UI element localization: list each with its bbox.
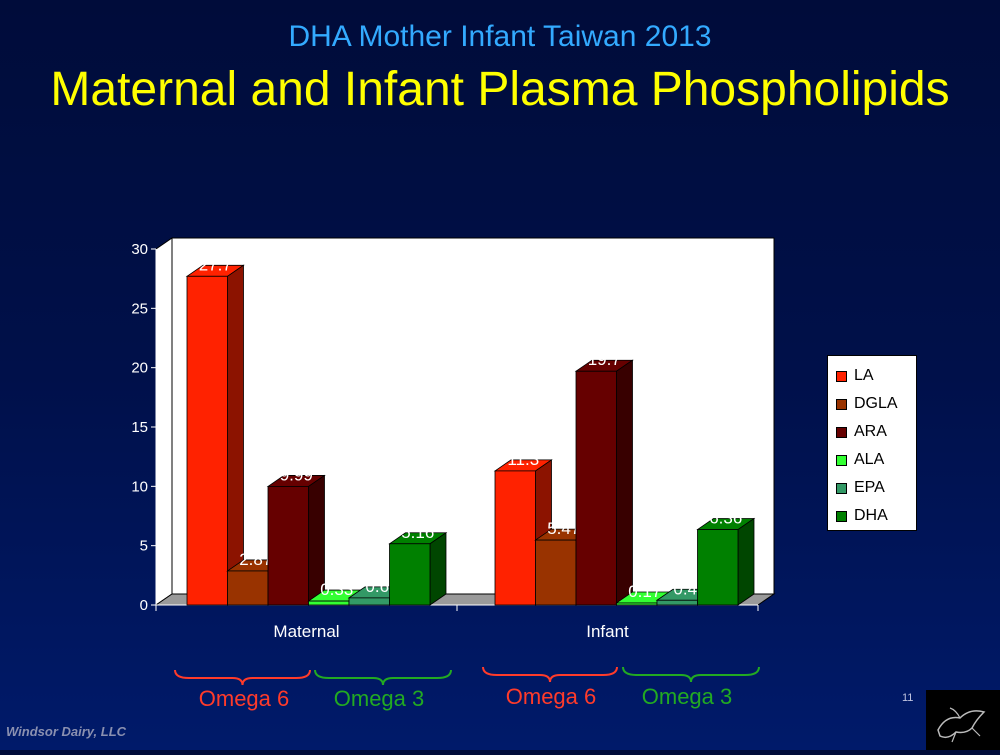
legend-item-epa: EPA xyxy=(836,474,916,502)
data-label: 19.7 xyxy=(588,350,621,369)
y-tick-label: 5 xyxy=(140,538,148,555)
bar-ara-infant xyxy=(575,370,617,606)
slide-subtitle: DHA Mother Infant Taiwan 2013 xyxy=(288,20,712,53)
legend-swatch xyxy=(836,426,847,438)
bar-dgla-infant xyxy=(535,539,577,606)
y-tick-label: 15 xyxy=(131,419,148,436)
legend-item-dgla: DGLA xyxy=(836,390,916,418)
chart-legend: LA DGLA ARA ALA EPA DHA xyxy=(827,355,917,531)
data-label: 5.47 xyxy=(547,519,580,538)
legend-label: DHA xyxy=(854,507,888,524)
y-tick-label: 30 xyxy=(131,241,148,258)
brace-label-infant-omega6: Omega 6 xyxy=(505,684,597,709)
bar-ara-maternal xyxy=(267,486,309,606)
y-tick-label: 25 xyxy=(131,300,148,317)
horse-logo-icon xyxy=(937,707,986,743)
bar-dha-infant xyxy=(697,529,739,606)
bar-dha-maternal xyxy=(389,543,431,606)
x-category-label: Maternal xyxy=(273,622,339,641)
company-footer: Windsor Dairy, LLC xyxy=(6,724,127,739)
group-brace xyxy=(622,666,760,683)
data-label: 5.16 xyxy=(401,523,434,542)
bar-la-infant xyxy=(494,470,536,606)
data-label: 0.4 xyxy=(673,579,697,598)
legend-swatch xyxy=(836,370,847,382)
logo-image xyxy=(926,690,1000,750)
bar-dgla-maternal xyxy=(227,570,269,606)
data-label: 6.36 xyxy=(709,509,742,528)
legend-label: DGLA xyxy=(854,395,898,412)
legend-label: ARA xyxy=(854,423,887,440)
x-category-label: Infant xyxy=(586,622,629,641)
legend-label: ALA xyxy=(854,451,885,468)
legend-item-dha: DHA xyxy=(836,502,916,530)
data-label: 0.6 xyxy=(365,577,389,596)
y-tick-label: 10 xyxy=(131,478,148,495)
legend-label: EPA xyxy=(854,479,885,496)
legend-label: LA xyxy=(854,367,874,384)
bar-la-maternal xyxy=(186,275,228,606)
legend-swatch xyxy=(836,454,847,466)
y-tick-label: 20 xyxy=(131,360,148,377)
y-tick-label: 0 xyxy=(140,597,148,614)
legend-item-ala: ALA xyxy=(836,446,916,474)
page-number: 11 xyxy=(902,692,914,704)
legend-swatch xyxy=(836,398,847,410)
legend-item-la: LA xyxy=(836,362,916,390)
data-label: 2.87 xyxy=(239,550,272,569)
slide-title: Maternal and Infant Plasma Phospholipids xyxy=(50,63,950,116)
group-brace xyxy=(482,666,618,683)
data-label: 0.17 xyxy=(628,582,661,601)
legend-swatch xyxy=(836,482,847,494)
data-label: 11.3 xyxy=(507,450,539,469)
group-brace xyxy=(314,669,452,686)
brace-label-infant-omega3: Omega 3 xyxy=(641,684,733,709)
data-label: 9.99 xyxy=(280,465,313,484)
brace-label-maternal-omega6: Omega 6 xyxy=(198,686,290,711)
data-label: 27.7 xyxy=(199,255,232,274)
legend-item-ara: ARA xyxy=(836,418,916,446)
brace-label-maternal-omega3: Omega 3 xyxy=(333,686,425,711)
data-label: 0.33 xyxy=(320,580,353,599)
group-brace xyxy=(174,669,311,686)
legend-swatch xyxy=(836,510,847,522)
